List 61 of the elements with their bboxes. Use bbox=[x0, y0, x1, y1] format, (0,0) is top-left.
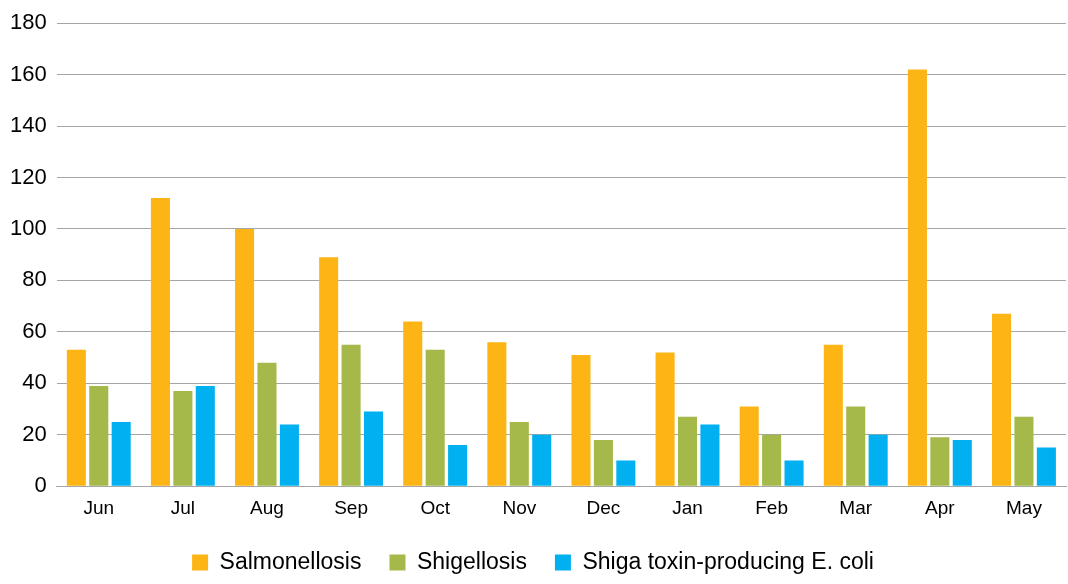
x-tick-label: Apr bbox=[925, 496, 956, 518]
x-tick-label: Sep bbox=[334, 496, 368, 518]
y-tick-label: 180 bbox=[9, 9, 47, 35]
bar bbox=[784, 460, 804, 486]
bar bbox=[571, 355, 591, 486]
bar bbox=[1036, 447, 1056, 486]
bar bbox=[952, 439, 972, 486]
x-tick-label: Jul bbox=[170, 496, 196, 518]
bar bbox=[279, 424, 299, 486]
bar bbox=[991, 313, 1012, 486]
y-tick-label: 80 bbox=[22, 266, 47, 292]
x-tick-label: Feb bbox=[755, 496, 788, 518]
bar bbox=[235, 228, 255, 486]
legend-label: Salmonellosis bbox=[219, 547, 362, 574]
bar bbox=[403, 321, 423, 486]
bar bbox=[341, 344, 361, 486]
bar bbox=[319, 257, 339, 486]
bar bbox=[425, 349, 445, 486]
y-tick-label: 100 bbox=[9, 215, 47, 241]
legend-label: Shigellosis bbox=[416, 547, 527, 574]
bar bbox=[363, 411, 384, 486]
bar bbox=[616, 460, 636, 486]
bar bbox=[509, 421, 529, 486]
bar bbox=[1014, 416, 1034, 486]
bar bbox=[655, 352, 675, 486]
x-tick-label: Jan bbox=[672, 496, 703, 518]
y-tick-label: 60 bbox=[22, 317, 47, 343]
bar bbox=[150, 198, 170, 486]
bar bbox=[173, 391, 193, 486]
x-tick-label: Aug bbox=[250, 496, 284, 518]
bar bbox=[700, 424, 720, 486]
bar bbox=[487, 342, 507, 486]
bar bbox=[739, 406, 759, 486]
y-tick-label: 0 bbox=[34, 472, 47, 498]
x-tick-label: Nov bbox=[502, 496, 537, 518]
bar bbox=[677, 416, 698, 486]
y-tick-label: 140 bbox=[9, 112, 47, 138]
y-tick-label: 120 bbox=[9, 163, 47, 189]
x-tick-label: Jun bbox=[83, 496, 115, 518]
y-tick-label: 40 bbox=[22, 369, 47, 395]
bar bbox=[448, 445, 468, 486]
legend-label: Shiga toxin-producing E. coli bbox=[582, 547, 874, 574]
x-tick-label: May bbox=[1005, 496, 1043, 518]
bar bbox=[846, 406, 866, 486]
bar bbox=[532, 434, 552, 486]
bar bbox=[907, 69, 927, 486]
bar bbox=[66, 349, 86, 486]
bar bbox=[195, 385, 215, 486]
bar bbox=[111, 421, 131, 486]
x-tick-label: Mar bbox=[839, 496, 873, 518]
bar bbox=[257, 362, 277, 486]
bar bbox=[823, 344, 843, 486]
bar bbox=[593, 439, 613, 486]
y-tick-label: 160 bbox=[9, 60, 47, 86]
bar bbox=[762, 434, 782, 486]
y-tick-label: 20 bbox=[22, 420, 47, 446]
x-tick-label: Dec bbox=[586, 496, 621, 518]
bar bbox=[868, 434, 888, 486]
bar bbox=[930, 437, 950, 486]
bar bbox=[89, 385, 109, 486]
x-tick-label: Oct bbox=[420, 496, 451, 518]
